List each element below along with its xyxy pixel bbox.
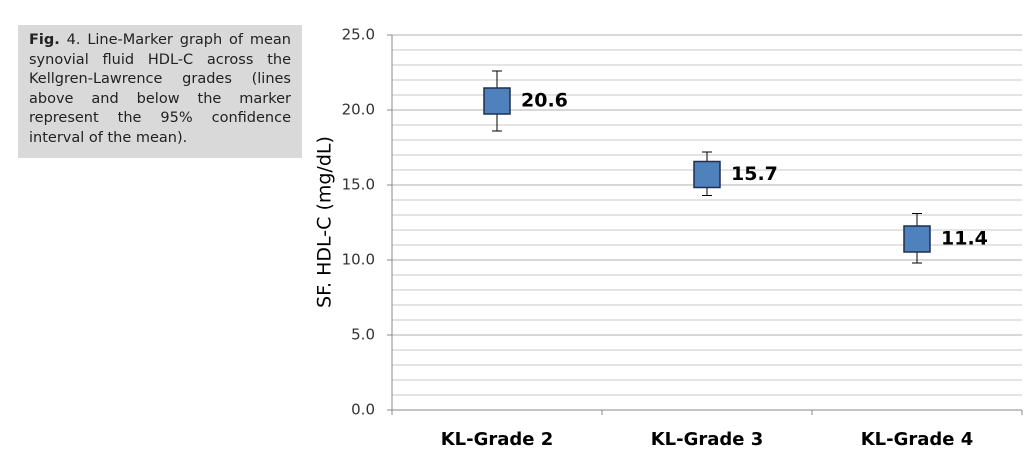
y-tick-label: 0.0	[351, 401, 375, 419]
marker	[483, 87, 511, 115]
data-label: 20.6	[521, 90, 568, 112]
marker	[903, 225, 931, 253]
y-tick-label: 20.0	[342, 101, 375, 119]
data-label: 15.7	[731, 163, 778, 185]
y-tick-label: 10.0	[342, 251, 375, 269]
data-label: 11.4	[941, 228, 988, 250]
y-tick-label: 25.0	[342, 26, 375, 44]
caption: Fig. 4. Line-Marker graph of mean synovi…	[18, 25, 302, 158]
caption-label: Fig.	[29, 32, 60, 48]
caption-number: 4.	[66, 32, 81, 48]
caption-text: Line-Marker graph of mean synovial fluid…	[29, 32, 291, 146]
y-tick-label: 5.0	[351, 326, 375, 344]
y-tick-label: 15.0	[342, 176, 375, 194]
x-tick-label: KL-Grade 2	[441, 429, 554, 450]
x-tick-label: KL-Grade 4	[861, 429, 974, 450]
marker	[693, 160, 721, 189]
x-tick-label: KL-Grade 3	[651, 429, 764, 450]
y-axis-label: SF. HDL-C (mg/dL)	[314, 136, 336, 308]
